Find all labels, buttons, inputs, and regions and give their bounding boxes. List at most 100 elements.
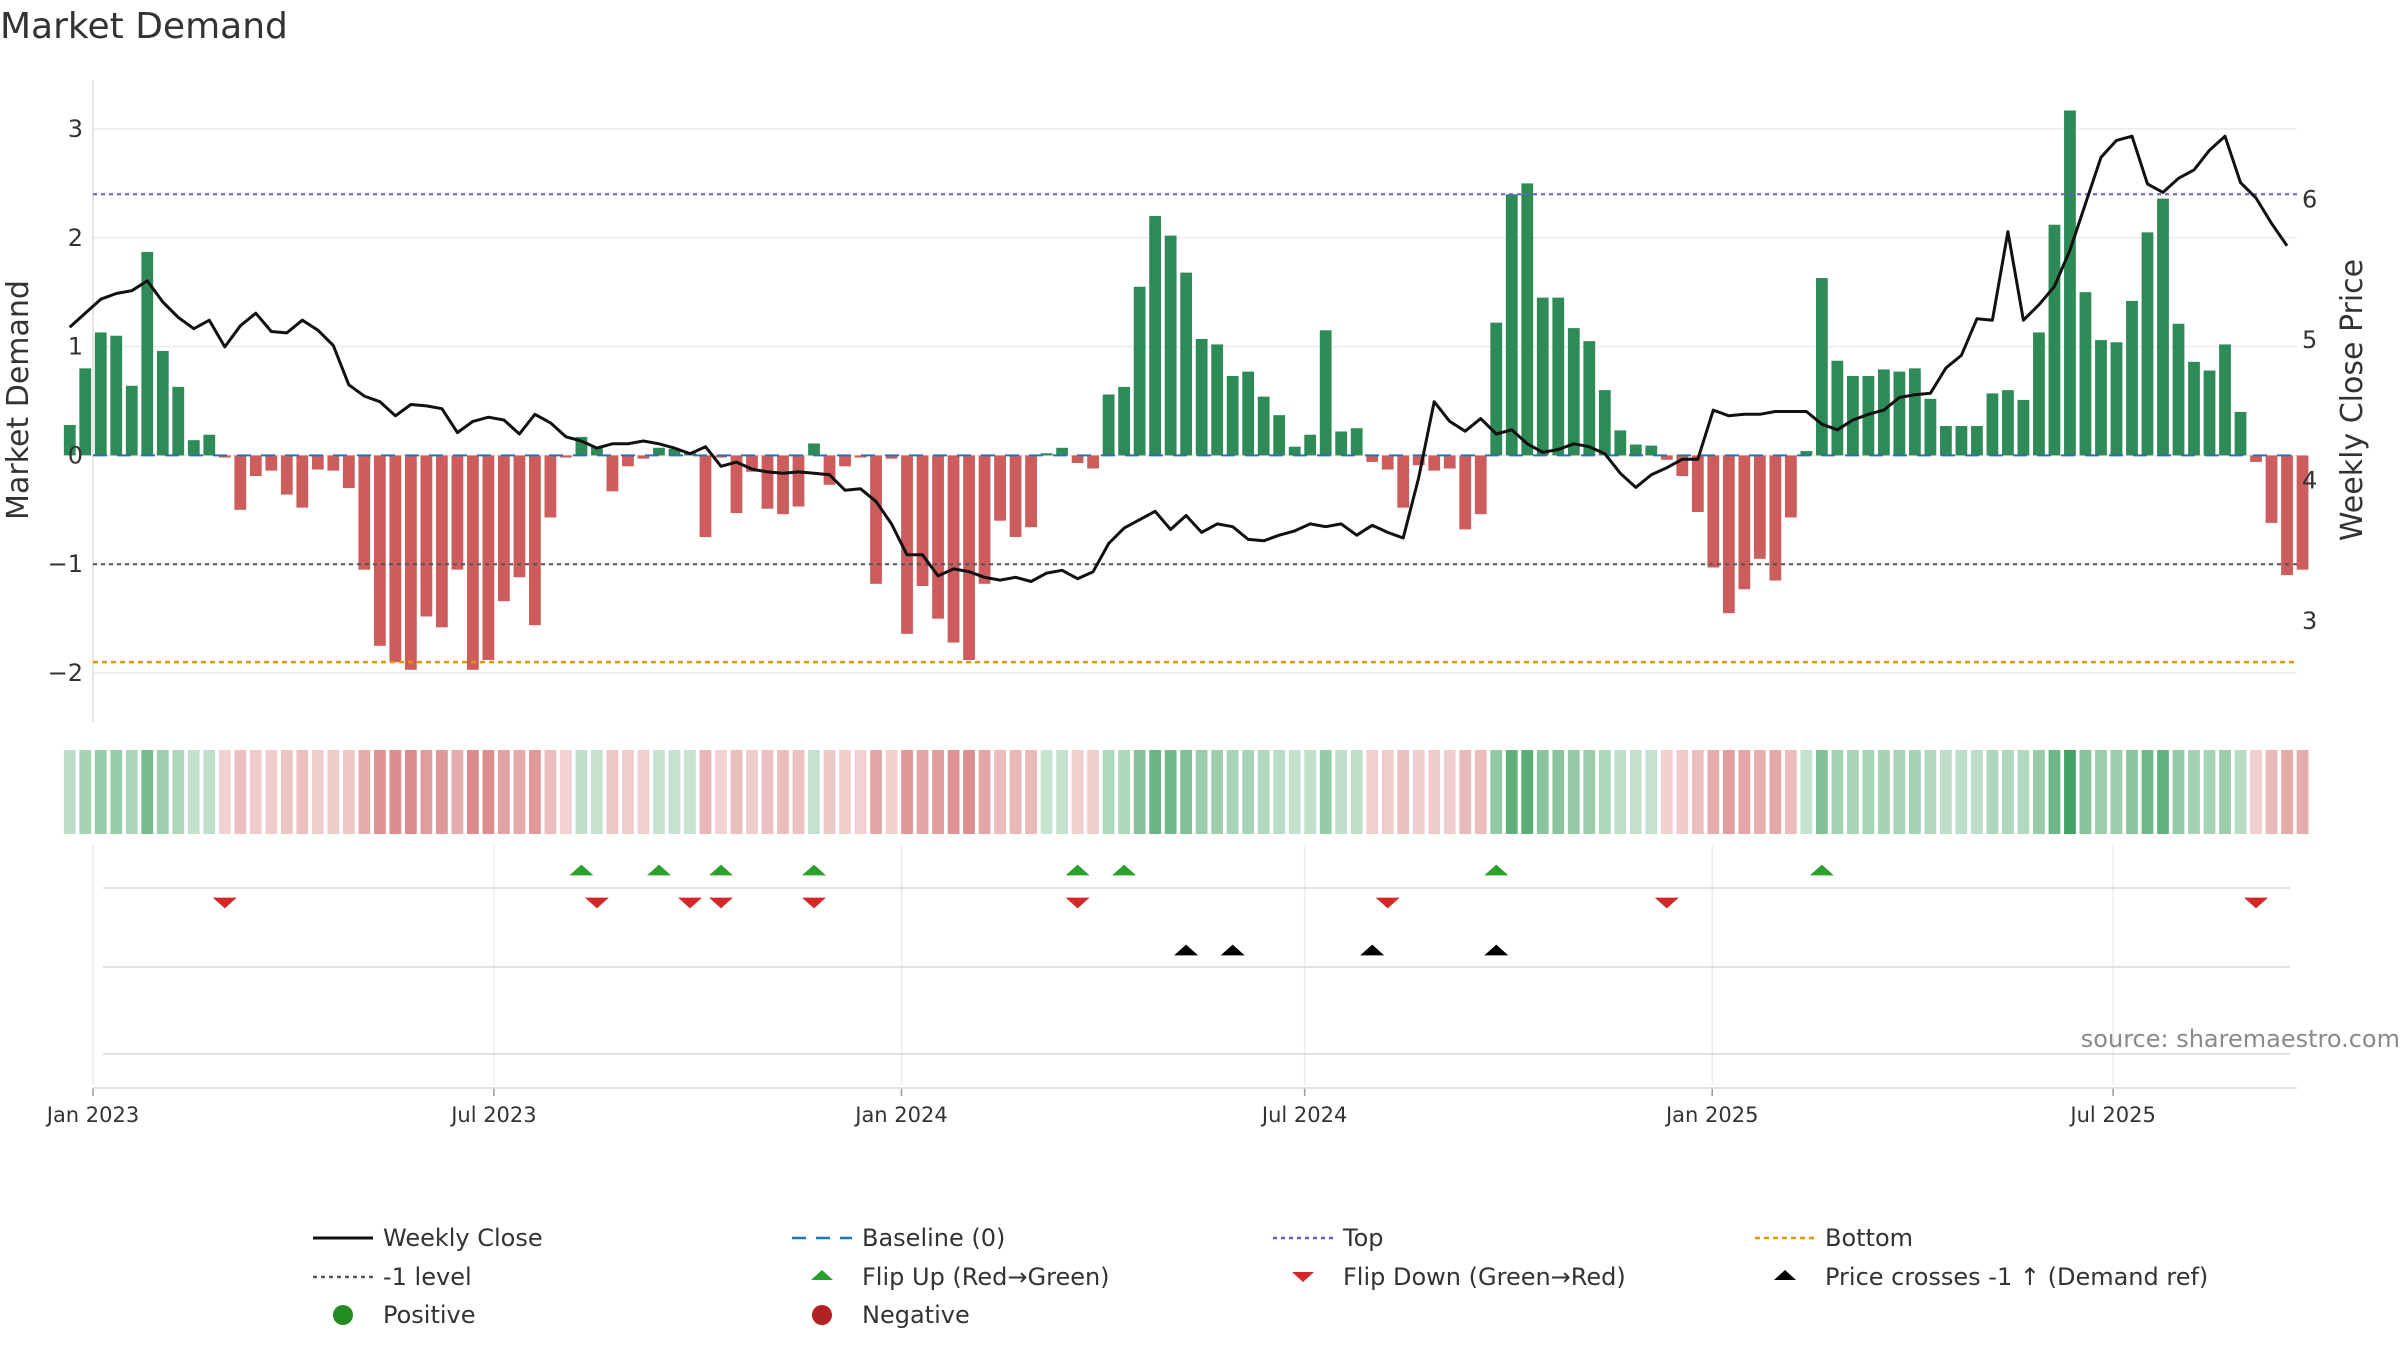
demand-bar bbox=[1335, 431, 1348, 456]
heat-cell bbox=[1257, 750, 1270, 834]
y-axis-ticks: 3 2 1 0 −1 −2 bbox=[48, 115, 83, 687]
demand-bar bbox=[1691, 455, 1704, 512]
heat-cell bbox=[2219, 750, 2231, 834]
heat-cell bbox=[1428, 750, 1441, 834]
heat-cell bbox=[978, 750, 991, 834]
demand-bar bbox=[420, 455, 433, 617]
price-cross-marker bbox=[1174, 944, 1199, 956]
heat-cell bbox=[1443, 750, 1456, 834]
demand-bar bbox=[389, 455, 402, 663]
demand-bar bbox=[1102, 394, 1115, 456]
flip-up-marker bbox=[1809, 864, 1834, 876]
heat-cell bbox=[1955, 750, 1968, 834]
demand-bar bbox=[1273, 415, 1286, 456]
demand-bar bbox=[1226, 375, 1239, 456]
flip-up-marker bbox=[1112, 864, 1137, 876]
demand-bar bbox=[1769, 455, 1782, 581]
heat-cell bbox=[885, 750, 898, 834]
heat-cell bbox=[156, 750, 169, 834]
heat-cell bbox=[141, 750, 154, 834]
heat-cell bbox=[839, 750, 851, 834]
demand-bar bbox=[668, 448, 681, 456]
heat-cell bbox=[2017, 750, 2030, 834]
demand-bar bbox=[777, 455, 789, 515]
heat-cell bbox=[1645, 750, 1658, 834]
demand-bar bbox=[715, 455, 727, 458]
demand-bar bbox=[1660, 455, 1673, 460]
heat-cell bbox=[1707, 750, 1720, 834]
demand-bar bbox=[1955, 426, 1968, 456]
demand-bar bbox=[1428, 455, 1441, 471]
flip-down-marker bbox=[802, 897, 826, 909]
heat-cell bbox=[1660, 750, 1673, 834]
demand-bar bbox=[901, 455, 913, 634]
demand-bar bbox=[1738, 455, 1751, 590]
demand-bar bbox=[327, 455, 340, 471]
heat-cell bbox=[1629, 750, 1642, 834]
demand-bar bbox=[2250, 455, 2262, 462]
demand-bar bbox=[1505, 194, 1518, 456]
gridlines bbox=[92, 80, 2297, 1085]
demand-bar bbox=[1288, 446, 1301, 456]
x-tick-label: Jul 2024 bbox=[1260, 1103, 1347, 1127]
legend-label: Weekly Close bbox=[383, 1224, 543, 1252]
heat-cell bbox=[203, 750, 216, 834]
demand-bar bbox=[1381, 455, 1394, 470]
y2-axis-ticks: 6 5 4 3 bbox=[2302, 185, 2317, 634]
demand-bar bbox=[1164, 235, 1177, 456]
heat-cell bbox=[715, 750, 727, 834]
legend-swatch bbox=[811, 1270, 833, 1280]
demand-bar bbox=[1815, 278, 1828, 456]
heat-cell bbox=[1009, 750, 1022, 834]
chart-title: Market Demand bbox=[0, 6, 288, 47]
heat-cell bbox=[1273, 750, 1286, 834]
flip-down-marker bbox=[1654, 897, 1679, 909]
demand-bar bbox=[2265, 455, 2278, 523]
x-tick-label: Jan 2025 bbox=[1664, 1103, 1759, 1127]
demand-bar bbox=[1971, 426, 1983, 456]
heat-cell bbox=[249, 750, 262, 834]
demand-bar bbox=[575, 436, 588, 456]
demand-bar bbox=[1242, 371, 1255, 456]
demand-bar bbox=[870, 455, 882, 584]
price-cross-marker bbox=[1484, 944, 1509, 956]
heat-cell bbox=[2048, 750, 2061, 834]
flip-down-marker bbox=[1375, 897, 1400, 909]
demand-bar bbox=[699, 455, 712, 538]
legend-label: Negative bbox=[862, 1301, 970, 1329]
heat-cell bbox=[932, 750, 944, 834]
heat-cell bbox=[808, 750, 820, 834]
heat-cell bbox=[1474, 750, 1487, 834]
source-note: source: sharemaestro.com bbox=[2081, 1025, 2400, 1053]
heat-cell bbox=[1800, 750, 1813, 834]
demand-bar bbox=[622, 455, 634, 467]
heat-cell bbox=[777, 750, 789, 834]
demand-bar bbox=[730, 455, 743, 514]
y-tick-label: −2 bbox=[48, 659, 83, 687]
flip-down-marker bbox=[212, 897, 237, 909]
flip-up-marker bbox=[1065, 864, 1090, 876]
heat-cell bbox=[684, 750, 696, 834]
demand-bar bbox=[2064, 110, 2076, 456]
x-axis: Jan 2023 Jul 2023 Jan 2024 Jul 2024 Jan 2025… bbox=[45, 1087, 2297, 1127]
demand-bar bbox=[1924, 398, 1937, 456]
heat-cell bbox=[466, 750, 479, 834]
demand-bar bbox=[1009, 455, 1022, 538]
heat-cell bbox=[870, 750, 882, 834]
heat-cell bbox=[1505, 750, 1518, 834]
demand-bar bbox=[1536, 297, 1549, 456]
heat-cell bbox=[823, 750, 836, 834]
demand-bar bbox=[854, 455, 867, 458]
heat-cell bbox=[591, 750, 603, 834]
heat-cell bbox=[1769, 750, 1782, 834]
demand-bar bbox=[125, 385, 138, 456]
heat-cell bbox=[1195, 750, 1208, 834]
demand-bar bbox=[1025, 455, 1037, 528]
flip-up-marker bbox=[1484, 864, 1509, 876]
heat-cell bbox=[1831, 750, 1844, 834]
heat-cell bbox=[1412, 750, 1425, 834]
heat-cell bbox=[2296, 750, 2309, 834]
legend-label: Flip Down (Green→Red) bbox=[1343, 1263, 1626, 1291]
demand-bar bbox=[1056, 447, 1068, 456]
demand-bar bbox=[2219, 344, 2231, 456]
